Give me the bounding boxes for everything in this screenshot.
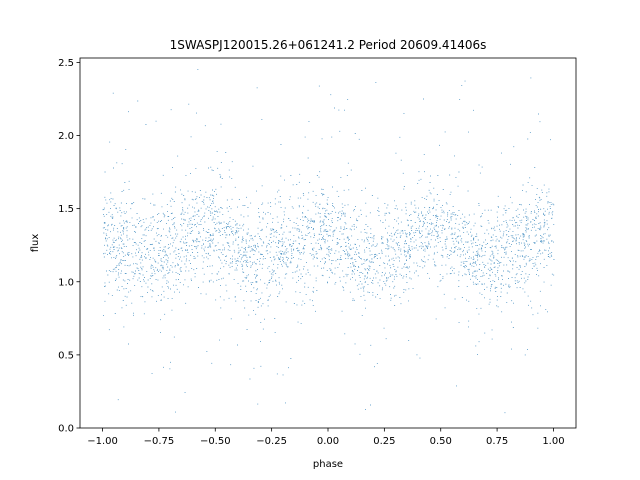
y-tick-label: 1.0 (58, 277, 74, 288)
x-axis: −1.00 −0.75 −0.50 −0.25 0.00 0.25 0.50 0.75 1.00 (87, 428, 565, 447)
y-tick-label: 0.0 (58, 424, 74, 435)
x-tick-label: 0.50 (430, 436, 452, 447)
x-tick-label: 0.75 (486, 436, 508, 447)
x-tick-label: −0.75 (144, 436, 175, 447)
y-tick-label: 2.5 (58, 58, 74, 69)
scatter-points (102, 69, 555, 414)
x-tick-label: 1.00 (542, 436, 564, 447)
x-axis-label: phase (313, 459, 343, 470)
x-tick-label: 0.00 (317, 436, 339, 447)
x-tick-label: −1.00 (87, 436, 118, 447)
x-tick-label: −0.25 (256, 436, 287, 447)
y-tick-label: 0.5 (58, 350, 74, 361)
chart-title: 1SWASPJ120015.26+061241.2 Period 20609.4… (170, 38, 487, 52)
y-tick-label: 2.0 (58, 131, 74, 142)
y-tick-label: 1.5 (58, 204, 74, 215)
data-points (102, 69, 555, 414)
plot-frame (79, 57, 577, 429)
x-tick-label: −0.50 (200, 436, 231, 447)
y-axis-label: flux (30, 234, 41, 253)
y-axis: 0.0 0.5 1.0 1.5 2.0 2.5 (58, 58, 80, 435)
x-tick-label: 0.25 (373, 436, 395, 447)
